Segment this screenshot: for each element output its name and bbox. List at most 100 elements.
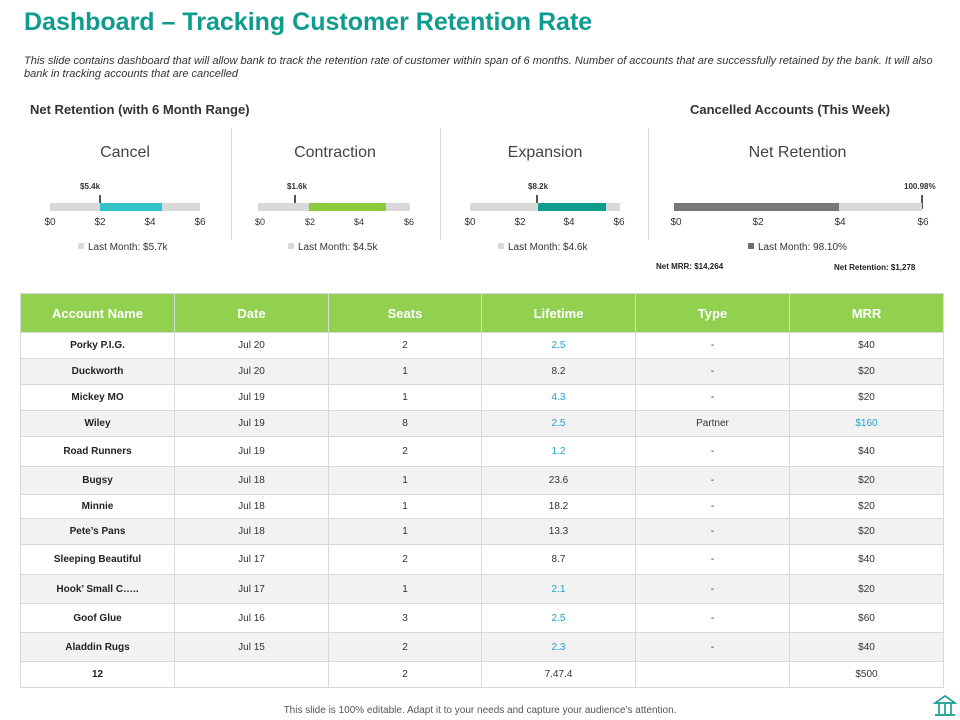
- cell-seats: 1: [328, 574, 482, 604]
- cell-mrr: $500: [789, 661, 944, 688]
- col-header-type[interactable]: Type: [635, 293, 790, 333]
- cell-seats: 2: [328, 632, 482, 662]
- expansion-track: [470, 203, 620, 211]
- expansion-title: Expansion: [507, 144, 583, 161]
- cell-lifetime: 2.5: [481, 332, 636, 359]
- contraction-marker-label: $1.6k: [287, 182, 308, 191]
- table-row[interactable]: Porky P.I.G. Jul 20 2 2.5- $40: [20, 332, 944, 359]
- cell-seats: 2: [328, 332, 482, 359]
- cell-type: -: [635, 603, 790, 633]
- cell-lifetime: 2.5: [481, 603, 636, 633]
- cell-mrr: $20: [789, 384, 944, 411]
- cell-lifetime: 1.2: [481, 436, 636, 467]
- cell-lifetime: 2.5: [481, 410, 636, 437]
- cell-account-name: Road Runners: [20, 436, 175, 467]
- table-row[interactable]: Minnie Jul 18 1 18.2- $20: [20, 494, 944, 519]
- table-row[interactable]: Road Runners Jul 19 2 1.2- $40: [20, 436, 944, 467]
- cell-type: -: [635, 332, 790, 359]
- cell-mrr: $40: [789, 332, 944, 359]
- table-row[interactable]: Pete’s Pans Jul 18 1 13.3- $20: [20, 518, 944, 545]
- cell-seats: 2: [328, 436, 482, 467]
- cell-seats: 2: [328, 544, 482, 575]
- cancel-title: Cancel: [100, 144, 150, 161]
- net-retention-tick-4: $4: [834, 217, 846, 228]
- cell-seats: 1: [328, 466, 482, 495]
- net-retention-tick-6: $6: [917, 217, 929, 228]
- cell-seats: 1: [328, 518, 482, 545]
- expansion-marker: [536, 195, 538, 209]
- table-row[interactable]: Mickey MO Jul 19 1 4.3- $20: [20, 384, 944, 411]
- table-row[interactable]: Wiley Jul 19 8 2.5 Partner $160: [20, 410, 944, 437]
- net-retention-title: Net Retention: [748, 144, 847, 161]
- net-retention-tick-0: $0: [670, 217, 682, 228]
- cell-seats: 1: [328, 384, 482, 411]
- table-row[interactable]: Aladdin Rugs Jul 15 2 2.3- $40: [20, 632, 944, 662]
- expansion-tick-0: $0: [464, 217, 476, 228]
- cell-lifetime: 7.47.4: [481, 661, 636, 688]
- cell-account-name: Aladdin Rugs: [20, 632, 175, 662]
- cell-type: -: [635, 632, 790, 662]
- cell-account-name: 12: [20, 661, 175, 688]
- cell-account-name: Sleeping Beautiful: [20, 544, 175, 575]
- cell-account-name: Porky P.I.G.: [20, 332, 175, 359]
- table-row[interactable]: Bugsy Jul 18 1 23.6- $20: [20, 466, 944, 495]
- contraction-panel: Contraction $1.6k $0 $2 $4 $6 Last Month…: [240, 128, 430, 253]
- cell-lifetime: 2.3: [481, 632, 636, 662]
- cancel-tick-0: $0: [44, 217, 56, 228]
- cell-type: -: [635, 436, 790, 467]
- contraction-track: [258, 203, 410, 211]
- cell-account-name: Wiley: [20, 410, 175, 437]
- contraction-fill: [309, 203, 386, 211]
- expansion-legend: Last Month: $4.6k: [498, 242, 588, 253]
- cell-type: -: [635, 358, 790, 385]
- cancel-tick-4: $4: [144, 217, 156, 228]
- net-retention-marker: [921, 195, 923, 209]
- cell-lifetime: 13.3: [481, 518, 636, 545]
- page-subtitle: This slide contains dashboard that will …: [24, 55, 933, 80]
- cancel-marker: [99, 195, 101, 209]
- cell-date: Jul 20: [174, 358, 329, 385]
- cell-date: Jul 19: [174, 436, 329, 467]
- col-header-mrr[interactable]: MRR: [789, 293, 944, 333]
- cell-type: -: [635, 544, 790, 575]
- cell-lifetime: 18.2: [481, 494, 636, 519]
- contraction-tick-6: $6: [403, 217, 415, 227]
- net-retention-tick-2: $2: [752, 217, 764, 228]
- cell-mrr: $160: [789, 410, 944, 437]
- cancel-panel: Cancel $5.4k $0 $2 $4 $6 Last Month: $5.…: [30, 128, 220, 253]
- cancel-tick-2: $2: [94, 217, 106, 228]
- cell-account-name: Hook’ Small C…..: [20, 574, 175, 604]
- cell-account-name: Bugsy: [20, 466, 175, 495]
- table-row[interactable]: 12 2 7.47.4 $500: [20, 661, 944, 688]
- cell-mrr: $40: [789, 436, 944, 467]
- col-header-seats[interactable]: Seats: [328, 293, 482, 333]
- contraction-title: Contraction: [294, 144, 376, 161]
- col-header-date[interactable]: Date: [174, 293, 329, 333]
- contraction-marker: [294, 195, 296, 209]
- cell-lifetime: 23.6: [481, 466, 636, 495]
- cancel-track: [50, 203, 200, 211]
- cell-type: Partner: [635, 410, 790, 437]
- cell-mrr: $20: [789, 466, 944, 495]
- contraction-tick-0: $0: [254, 217, 266, 227]
- cell-date: Jul 18: [174, 518, 329, 545]
- cell-date: Jul 15: [174, 632, 329, 662]
- cell-type: -: [635, 574, 790, 604]
- cell-account-name: Duckworth: [20, 358, 175, 385]
- table-row[interactable]: Duckworth Jul 20 1 8.2- $20: [20, 358, 944, 385]
- table-row[interactable]: Hook’ Small C….. Jul 17 1 2.1- $20: [20, 574, 944, 604]
- col-header-account-name[interactable]: Account Name: [20, 293, 175, 333]
- cell-date: Jul 18: [174, 494, 329, 519]
- cell-lifetime: 4.3: [481, 384, 636, 411]
- table-row[interactable]: Sleeping Beautiful Jul 17 2 8.7- $40: [20, 544, 944, 575]
- panel-divider: [231, 128, 232, 240]
- col-header-lifetime[interactable]: Lifetime: [481, 293, 636, 333]
- home-icon[interactable]: [932, 693, 958, 719]
- cell-account-name: Mickey MO: [20, 384, 175, 411]
- expansion-panel: Expansion $8.2k $0 $2 $4 $6 Last Month: …: [450, 128, 640, 253]
- table-row[interactable]: Goof Glue Jul 16 3 2.5- $60: [20, 603, 944, 633]
- cancel-legend: Last Month: $5.7k: [78, 242, 168, 253]
- cell-lifetime: 2.1: [481, 574, 636, 604]
- net-retention-track: [674, 203, 922, 211]
- net-retention-legend: Last Month: 98.10%: [748, 242, 847, 253]
